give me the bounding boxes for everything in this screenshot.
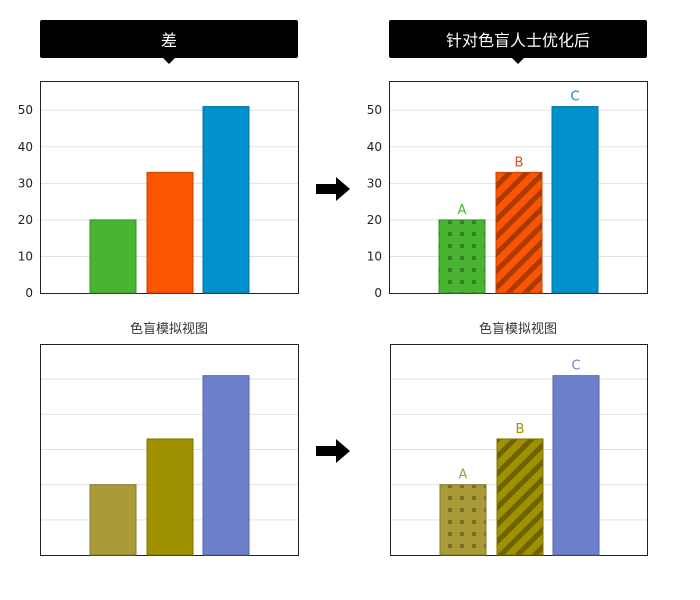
bar-label-c: C [571, 359, 580, 374]
bar-b [495, 171, 543, 294]
bar-c [551, 106, 599, 294]
right-arrow-icon [316, 439, 350, 463]
chart-top-right: 0 10 20 30 40 50 A B C [367, 81, 648, 300]
caption-bottom-left: 色盲模拟视图 [129, 322, 208, 337]
right-arrow-icon [316, 177, 350, 201]
header-good-label: 针对色盲人士优化后 [445, 31, 590, 50]
header-bad: 差 [40, 20, 298, 64]
y-tick-label: 0 [25, 286, 33, 300]
y-tick-label: 20 [367, 213, 382, 227]
bar-c [202, 106, 250, 294]
caption-bottom-right: 色盲模拟视图 [478, 322, 557, 337]
header-good: 针对色盲人士优化后 [389, 20, 647, 64]
bar-label-b: B [515, 155, 524, 170]
bar-label-c: C [570, 90, 579, 105]
y-tick-label: 30 [18, 176, 33, 190]
header-good-pointer [512, 58, 524, 64]
bar-a [438, 219, 486, 294]
y-tick-label: 10 [18, 249, 33, 263]
bar-b [496, 438, 544, 556]
y-tick-label: 20 [18, 213, 33, 227]
bar-label-b: B [516, 422, 525, 437]
y-tick-label: 30 [367, 176, 382, 190]
y-tick-label: 40 [367, 140, 382, 154]
y-tick-label: 0 [374, 286, 382, 300]
header-bad-label: 差 [160, 31, 177, 50]
header-bad-pointer [163, 58, 175, 64]
bar-label-a: A [459, 468, 468, 483]
bar-c [552, 375, 600, 556]
bar-label-a: A [458, 203, 467, 218]
chart-bottom-left [40, 344, 299, 556]
bar-c [202, 375, 250, 556]
y-tick-label: 10 [367, 249, 382, 263]
bar-b [146, 171, 194, 294]
chart-bottom-right: A B C [390, 344, 648, 556]
y-tick-label: 40 [18, 140, 33, 154]
bar-b [146, 438, 194, 556]
y-tick-label: 50 [18, 103, 33, 117]
chart-top-left: 0 10 20 30 40 50 [18, 81, 299, 300]
bar-a [439, 484, 487, 556]
bar-a [89, 219, 137, 294]
y-tick-label: 50 [367, 103, 382, 117]
bar-a [89, 484, 137, 556]
